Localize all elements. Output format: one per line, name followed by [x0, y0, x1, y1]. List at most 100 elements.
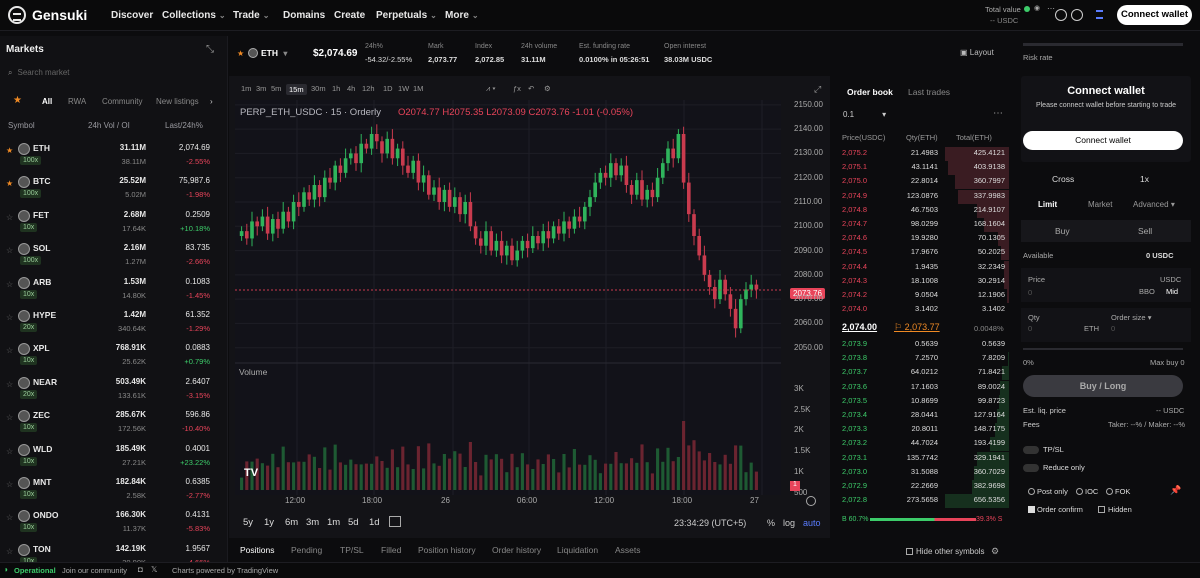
star-icon[interactable]: ☆ — [6, 313, 14, 322]
hidden-checkbox[interactable] — [1098, 506, 1105, 513]
bid-row[interactable]: 2,073.3 20.8011 148.7175 — [834, 423, 1013, 438]
collapse-icon[interactable]: ⤡ — [206, 44, 214, 55]
tpsl-toggle[interactable] — [1023, 446, 1039, 454]
order-size-select[interactable]: Order size ▾ — [1111, 313, 1151, 322]
bid-row[interactable]: 2,072.8 273.5658 656.5356 — [834, 494, 1013, 509]
market-row[interactable]: ☆ FET 10x 2.68M 17.64K 0.2509 +10.18% — [0, 207, 228, 240]
nav-create[interactable]: Create — [334, 10, 366, 21]
bottom-tab-pending[interactable]: Pending — [291, 545, 323, 555]
range-5d[interactable]: 5d — [348, 517, 359, 528]
timeframe-30m[interactable]: 30m — [311, 84, 326, 93]
depth-select[interactable]: 0.1 ▾ — [843, 110, 893, 122]
chart-settings-icon[interactable] — [806, 496, 816, 506]
bid-row[interactable]: 2,073.7 64.0212 71.8421 — [834, 366, 1013, 381]
fullscreen-icon[interactable]: ⤢ — [814, 84, 822, 94]
order-type-market[interactable]: Market — [1088, 200, 1113, 209]
nav-trade[interactable]: Trade ⌄ — [233, 10, 269, 21]
calendar-icon[interactable] — [389, 516, 401, 527]
market-row[interactable]: ☆ HYPE 20x 1.42M 340.64K 61.352 -1.29% — [0, 307, 228, 340]
layout-button[interactable]: ▣ Layout — [960, 48, 994, 57]
percent-toggle[interactable]: % — [767, 518, 776, 528]
ask-row[interactable]: 2,074.2 9.0504 12.1906 — [834, 289, 1013, 303]
ask-row[interactable]: 2,075.0 22.8014 360.7997 — [834, 175, 1013, 190]
tab-order-book[interactable]: Order book — [847, 87, 893, 97]
bid-row[interactable]: 2,073.9 0.5639 0.5639 — [834, 338, 1013, 352]
nav-collections[interactable]: Collections ⌄ — [162, 10, 226, 21]
nav-discover[interactable]: Discover — [111, 10, 154, 21]
reduce-only-toggle[interactable] — [1023, 464, 1039, 472]
discord-icon[interactable]: ◘ — [138, 565, 143, 574]
bid-row[interactable]: 2,073.2 44.7024 193.4199 — [834, 437, 1013, 452]
timeframe-1m[interactable]: 1m — [241, 84, 252, 93]
range-6m[interactable]: 6m — [285, 517, 299, 528]
qty-input[interactable] — [1021, 308, 1191, 342]
ask-row[interactable]: 2,074.0 3.1402 3.1402 — [834, 303, 1013, 317]
bid-row[interactable]: 2,073.4 28.0441 127.9164 — [834, 409, 1013, 423]
ask-row[interactable]: 2,074.9 123.0876 337.9983 — [834, 189, 1013, 204]
nav-domains[interactable]: Domains — [283, 10, 326, 21]
col-last[interactable]: Last/24h% — [165, 121, 203, 130]
indicators-icon[interactable]: ƒx — [513, 84, 521, 93]
timeframe-5m[interactable]: 5m — [271, 84, 282, 93]
pin-icon[interactable]: 📌 — [1170, 485, 1182, 495]
timeframe-3m[interactable]: 3m — [256, 84, 267, 93]
market-row[interactable]: ☆ NEAR 20x 503.49K 133.61K 2.6407 -3.15% — [0, 374, 228, 407]
market-search[interactable]: ⌕ Search market — [8, 68, 218, 86]
star-icon[interactable]: ☆ — [6, 246, 14, 256]
ask-row[interactable]: 2,074.5 17.9676 50.2025 — [834, 246, 1013, 261]
star-icon[interactable]: ☆ — [6, 346, 14, 356]
symbol-selector[interactable]: ETH ▾ — [261, 48, 287, 58]
star-icon[interactable]: ☆ — [6, 279, 14, 289]
more-dots-icon[interactable]: ⋯ — [1047, 4, 1055, 13]
bottom-tab-filled[interactable]: Filled — [381, 545, 402, 555]
submit-order-button[interactable]: Buy / Long — [1023, 375, 1183, 397]
tab-community[interactable]: Community — [102, 97, 143, 106]
star-icon[interactable]: ☆ — [6, 212, 14, 222]
market-row[interactable]: ☆ WLD 10x 185.49K 27.21K 0.4001 +23.22% — [0, 441, 228, 474]
leverage-toggle[interactable]: 1x — [1140, 174, 1149, 184]
market-row[interactable]: ☆ XPL 10x 768.91K 25.62K 0.0883 +0.79% — [0, 340, 228, 373]
community-link[interactable]: Join our community — [62, 566, 128, 575]
star-icon[interactable]: ★ — [6, 146, 14, 155]
timeframe-1D[interactable]: 1D — [383, 84, 393, 93]
star-icon[interactable]: ☆ — [6, 446, 14, 456]
range-1y[interactable]: 1y — [264, 517, 275, 528]
ask-row[interactable]: 2,074.4 1.9435 32.2349 — [834, 260, 1013, 275]
timeframe-12h[interactable]: 12h — [362, 84, 375, 93]
favorite-star-icon[interactable]: ★ — [237, 49, 245, 58]
auto-toggle[interactable]: auto — [803, 518, 821, 528]
search-icon[interactable] — [1055, 9, 1067, 21]
tab-rwa[interactable]: RWA — [68, 97, 87, 106]
nav-more[interactable]: More ⌄ — [445, 10, 479, 21]
hide-symbols-checkbox[interactable] — [906, 548, 913, 555]
timeframe-4h[interactable]: 4h — [347, 84, 356, 93]
ask-row[interactable]: 2,075.1 43.1141 403.9138 — [834, 161, 1013, 176]
star-icon[interactable]: ☆ — [6, 480, 14, 489]
post-only-radio[interactable] — [1028, 488, 1035, 495]
ask-row[interactable]: 2,074.7 98.0299 168.1604 — [834, 218, 1013, 232]
nav-perpetuals[interactable]: Perpetuals ⌄ — [376, 10, 437, 21]
mid-button[interactable]: Mid — [1166, 287, 1179, 296]
chevron-right-icon[interactable]: › — [210, 97, 213, 106]
ask-row[interactable]: 2,075.2 21.4983 425.4121 — [834, 147, 1013, 161]
tab-all[interactable]: All — [42, 97, 53, 106]
ask-row[interactable]: 2,074.8 46.7503 214.9107 — [834, 203, 1013, 218]
bid-row[interactable]: 2,073.6 17.1603 89.0024 — [834, 380, 1013, 395]
market-row[interactable]: ☆ ZEC 10x 285.67K 172.56K 596.86 -10.40% — [0, 407, 228, 440]
star-icon[interactable]: ☆ — [6, 546, 14, 556]
tradingview-credit[interactable]: Charts powered by TradingView — [172, 566, 279, 575]
col-symbol[interactable]: Symbol — [8, 121, 35, 130]
connect-wallet-button[interactable]: Connect wallet — [1117, 5, 1192, 25]
bottom-tab-order-history[interactable]: Order history — [492, 545, 542, 555]
eye-icon[interactable]: ◉ — [1034, 5, 1041, 12]
market-row[interactable]: ★ ETH 100x 31.11M 38.11M 2,074.69 -2.55% — [0, 140, 228, 173]
bottom-tab-assets[interactable]: Assets — [615, 545, 641, 555]
star-icon[interactable]: ☆ — [6, 513, 14, 523]
star-filter-icon[interactable]: ★ — [13, 95, 22, 106]
bid-row[interactable]: 2,073.8 7.2570 7.8209 — [834, 352, 1013, 367]
range-1m[interactable]: 1m — [327, 517, 341, 528]
range-1d[interactable]: 1d — [369, 517, 380, 528]
bid-row[interactable]: 2,073.0 31.5088 360.7029 — [834, 465, 1013, 480]
margin-mode-toggle[interactable]: Cross — [1052, 174, 1075, 184]
bid-row[interactable]: 2,073.1 135.7742 329.1941 — [834, 451, 1013, 466]
